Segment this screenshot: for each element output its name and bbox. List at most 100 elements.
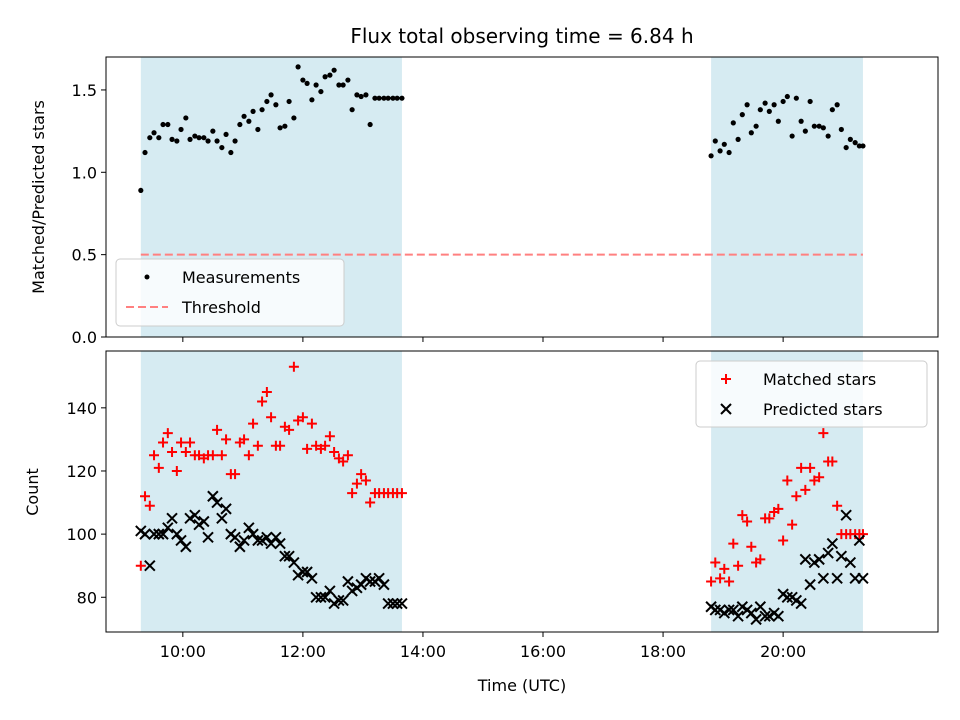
predicted-stars-point [198, 515, 210, 528]
matched-stars-point [764, 513, 775, 524]
top-axes-frame [105, 56, 939, 338]
matched-stars-point [212, 424, 223, 435]
predicted-stars-point [342, 575, 354, 588]
measurement-point [187, 136, 193, 142]
matched-stars-point [755, 554, 766, 565]
bottom-panel: 80 100 120 140 10:00 12:00 14:00 16:00 18:00 20:… [23, 350, 939, 695]
predicted-stars-point [288, 556, 300, 569]
matched-stars-point [144, 500, 155, 511]
measurement-point [811, 123, 817, 129]
measurement-point [739, 112, 745, 118]
matched-stars-point [135, 560, 146, 571]
measurement-point [228, 149, 234, 156]
measurement-point [748, 130, 754, 136]
predicted-stars-point [772, 610, 785, 622]
predicted-stars-point [202, 531, 214, 543]
predicted-stars-point [781, 591, 794, 603]
predicted-stars-point [283, 550, 295, 562]
measurement-point [349, 107, 355, 113]
matched-stars-point [248, 418, 259, 429]
bottom-y-ticks: 80 100 120 140 [66, 399, 106, 607]
predicted-stars-point [813, 553, 825, 566]
measurement-point [156, 135, 162, 141]
x-tick-label: 20:00 [760, 642, 806, 661]
bottom-y-axis-label: Count [23, 468, 42, 516]
measurement-point [358, 93, 364, 100]
measurement-point [829, 107, 835, 113]
measurement-point [219, 144, 225, 151]
predicted-stars-point [243, 522, 255, 534]
matched-stars-point [239, 434, 250, 445]
measurement-point [327, 72, 333, 78]
predicted-stars-point [831, 572, 843, 585]
measurement-point [789, 133, 795, 139]
predicted-stars-point [211, 496, 223, 509]
matched-stars-point [805, 462, 816, 473]
predicted-stars-point [171, 528, 183, 540]
measurement-point [385, 95, 391, 101]
predicted-stars-point [727, 604, 740, 616]
matched-stars-point [275, 440, 286, 451]
measurement-point [138, 187, 144, 194]
measurement-point [165, 121, 171, 128]
count-markers [135, 361, 869, 626]
measurement-point [399, 95, 405, 101]
predicted-stars-point [306, 572, 318, 585]
y-tick-label: 80 [77, 588, 97, 607]
matched-stars-point [360, 475, 371, 486]
measurement-point [753, 123, 759, 129]
predicted-stars-point [175, 534, 187, 547]
predicted-stars-point [265, 537, 277, 550]
measurement-point [843, 144, 849, 151]
matched-stars-point [180, 447, 191, 458]
matched-stars-point [329, 447, 340, 458]
matched-stars-point [297, 412, 308, 423]
predicted-stars-point [247, 528, 259, 540]
measurement-point [354, 92, 360, 98]
matched-stars-point [324, 431, 335, 442]
measurement-point [192, 133, 198, 139]
measurement-point [268, 92, 274, 98]
measurement-point [331, 67, 337, 73]
bottom-legend-box [695, 360, 928, 428]
bottom-legend: Matched stars Predicted stars [695, 360, 928, 428]
measurement-point [259, 107, 265, 113]
matched-stars-point [796, 462, 807, 473]
bottom-x-ticks: 10:00 12:00 14:00 16:00 18:00 20:00 [160, 632, 806, 661]
legend-measurements-marker [144, 274, 150, 280]
measurement-point [241, 113, 247, 119]
measurement-point [214, 138, 220, 144]
predicted-stars-point [364, 575, 376, 588]
measurement-point [142, 149, 148, 156]
x-tick-label: 12:00 [280, 642, 326, 661]
measurement-point [183, 115, 189, 121]
measurement-point [762, 100, 768, 106]
measurement-point [798, 118, 804, 124]
matched-stars-point [266, 412, 277, 423]
predicted-stars-point [822, 547, 834, 559]
measurement-point [322, 74, 328, 80]
measurement-point [291, 115, 297, 121]
matched-stars-point [733, 560, 744, 571]
matched-stars-point [176, 437, 187, 448]
x-tick-label: 16:00 [520, 642, 566, 661]
measurement-point [367, 121, 373, 128]
matched-stars-point [149, 450, 160, 461]
x-tick-label: 18:00 [640, 642, 686, 661]
matched-stars-point [306, 418, 317, 429]
measurement-point [825, 133, 831, 139]
x-tick-label: 10:00 [160, 642, 206, 661]
matched-stars-point [706, 576, 717, 587]
measurement-point [802, 128, 808, 134]
predicted-stars-point [270, 531, 282, 543]
measurement-point [309, 97, 315, 103]
predicted-stars-point [804, 578, 816, 591]
measurement-point [169, 136, 175, 142]
predicted-stars-point [162, 522, 174, 534]
matched-stars-point [356, 469, 367, 480]
y-tick-label: 0.5 [72, 246, 97, 265]
predicted-stars-point [333, 594, 345, 607]
measurement-point [807, 98, 813, 105]
y-tick-label: 100 [66, 525, 97, 544]
